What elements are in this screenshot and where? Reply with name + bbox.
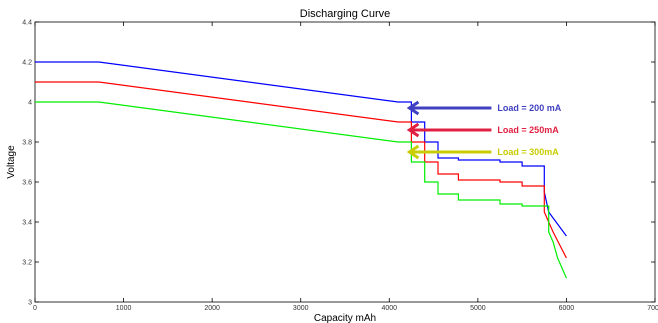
- y-tick-label: 3.2: [22, 260, 32, 267]
- x-tick-label: 5000: [470, 305, 486, 312]
- x-tick-label: 2000: [204, 305, 220, 312]
- x-tick-label: 6000: [559, 305, 575, 312]
- y-tick-label: 4.4: [22, 20, 32, 27]
- series-line-1: [35, 81, 567, 259]
- x-tick-label: 4000: [381, 305, 397, 312]
- annotation-label: Load = 250mA: [497, 125, 559, 135]
- y-tick-label: 3.8: [22, 140, 32, 147]
- y-tick-label: 3.4: [22, 220, 32, 227]
- y-axis-label: Voltage: [6, 145, 17, 179]
- y-tick-label: 4: [28, 100, 32, 107]
- annotation-arrow-head: [406, 144, 420, 160]
- annotation-arrow-head: [406, 122, 420, 138]
- x-tick-label: 7000: [647, 305, 658, 312]
- annotation-label: Load = 200 mA: [497, 103, 561, 113]
- x-axis-label: Capacity mAh: [314, 313, 376, 323]
- series-line-2: [35, 101, 567, 279]
- annotation-arrow-head: [406, 100, 420, 116]
- x-tick-label: 0: [33, 305, 37, 312]
- y-tick-label: 3.6: [22, 180, 32, 187]
- x-tick-label: 1000: [116, 305, 132, 312]
- chart-title: Discharging Curve: [300, 8, 390, 20]
- y-tick-label: 3: [28, 300, 32, 307]
- plot-area: 0 1000 2000 3000 4000 5000 6000 7000 3 3.2 3.4 3.6 3…: [22, 20, 658, 313]
- y-tick-label: 4.2: [22, 60, 32, 67]
- plot-frame: [34, 21, 656, 303]
- x-tick-label: 3000: [293, 305, 309, 312]
- annotation-label: Load = 300mA: [497, 147, 559, 157]
